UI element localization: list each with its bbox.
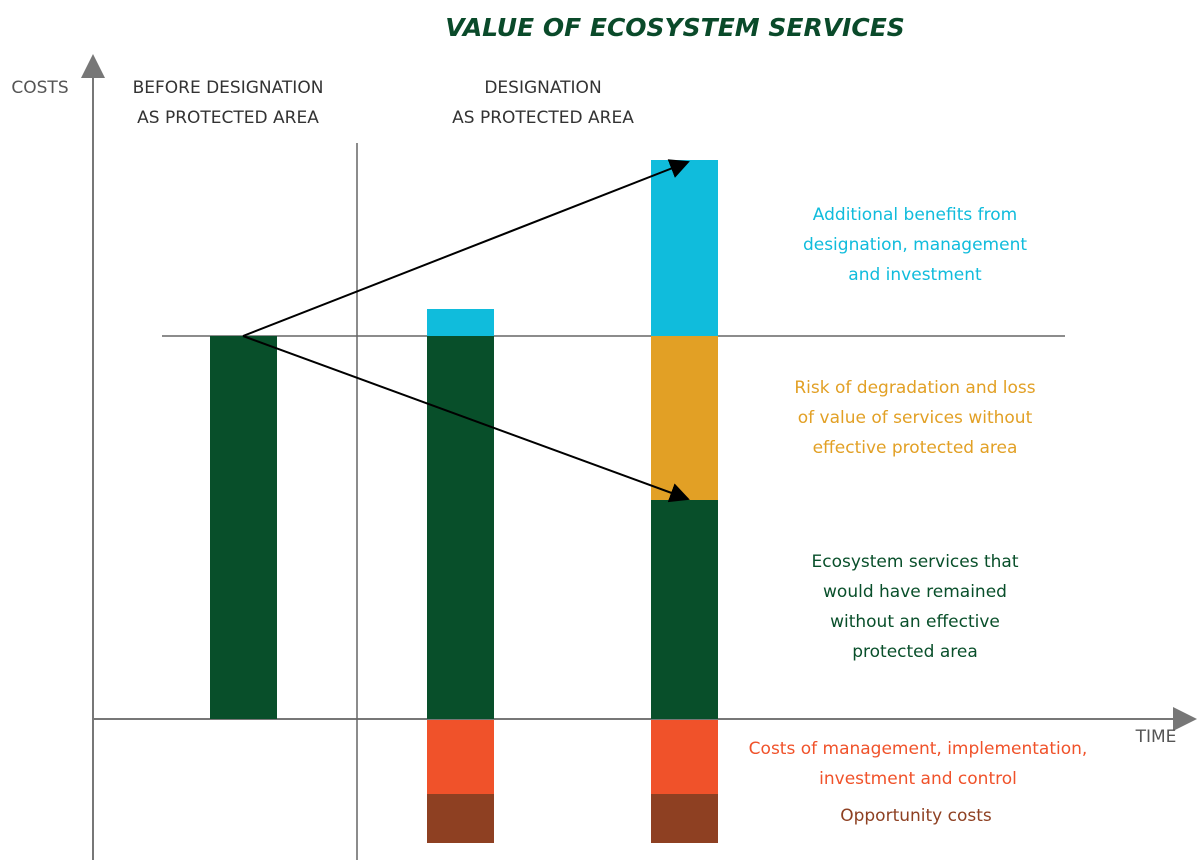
y-axis-label: COSTS [11, 78, 68, 98]
bar-segment [651, 160, 718, 336]
phase-label: AS PROTECTED AREA [452, 108, 634, 128]
bar-segment [427, 794, 494, 843]
bar-segment [427, 309, 494, 336]
legend-text: without an effective [830, 612, 1000, 632]
legend-text: Additional benefits from [813, 205, 1017, 225]
legend-text: designation, management [803, 235, 1027, 255]
legend-text: Ecosystem services that [811, 552, 1018, 572]
phase-label: AS PROTECTED AREA [137, 108, 319, 128]
legend-text: Opportunity costs [840, 806, 992, 826]
bar-segment [651, 336, 718, 500]
legend-text: and investment [848, 265, 982, 285]
bar-segment [210, 336, 277, 719]
bar-segment [651, 794, 718, 843]
arrow [242, 335, 690, 503]
bar-segment [427, 720, 494, 794]
title: VALUE OF ECOSYSTEM SERVICES [445, 13, 905, 42]
legend-text: effective protected area [813, 438, 1018, 458]
x-axis-label: TIME [1135, 727, 1177, 747]
legend-text: protected area [852, 642, 978, 662]
legend-text: Costs of management, implementation, [749, 739, 1088, 759]
phase-label: BEFORE DESIGNATION [133, 78, 324, 98]
legend-text: would have remained [823, 582, 1007, 602]
arrow [242, 159, 690, 337]
bar-segment [427, 336, 494, 719]
bar-segment [651, 720, 718, 794]
phase-label: DESIGNATION [484, 78, 601, 98]
legend-text: investment and control [819, 769, 1017, 789]
legend-text: Risk of degradation and loss [794, 378, 1035, 398]
bar-segment [651, 500, 718, 719]
legend-text: of value of services without [798, 408, 1033, 428]
